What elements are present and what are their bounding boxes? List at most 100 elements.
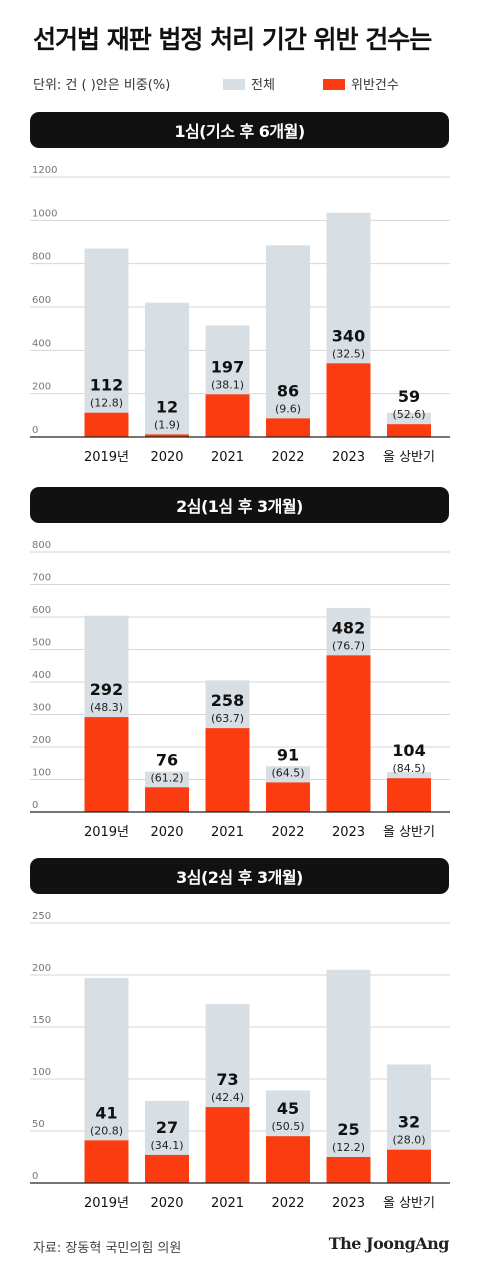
x-tick-label: 올 상반기 [383,450,435,465]
x-tick-label: 2022 [271,825,304,840]
x-tick-label: 2023 [332,825,365,840]
y-tick-label: 400 [32,338,51,349]
chart-second-trial-svg: 0 100 200 300 400 500 600 700 800 292 (48.3) 2019년 7… [30,540,450,840]
legend-total-swatch [223,79,245,90]
violation-value-label: 76 [156,750,178,769]
chart-first-trial-svg: 0 200 400 600 800 1000 1200 112 (12.8) 2019년 12 (1.… [30,165,450,465]
violation-value-label: 25 [337,1120,359,1139]
percent-label: (12.2) [332,1141,365,1154]
violation-bar [266,782,310,812]
violation-value-label: 59 [398,387,420,406]
violation-value-label: 91 [277,745,299,764]
y-tick-label: 600 [32,295,51,306]
x-tick-label: 2021 [211,825,244,840]
y-tick-label: 1200 [32,165,57,176]
x-tick-label: 2020 [150,450,183,465]
percent-label: (42.4) [211,1091,244,1104]
page-title: 선거법 재판 법정 처리 기간 위반 건수는 [33,25,432,54]
violation-value-label: 197 [211,357,244,376]
x-tick-label: 올 상반기 [383,825,435,840]
chart-second-trial: 0 100 200 300 400 500 600 700 800 292 (48.3) 2019년 7… [0,535,480,845]
legend-violation-label: 위반건수 [351,78,399,93]
y-tick-label: 0 [32,800,38,811]
x-tick-label: 2022 [271,450,304,465]
x-tick-label: 2020 [150,1196,183,1211]
source-note: 자료: 장동혁 국민의힘 의원 [33,1241,182,1256]
x-tick-label: 2023 [332,450,365,465]
section-header-3: 3심(2심 후 3개월) [30,858,449,894]
violation-value-label: 482 [332,618,365,637]
percent-label: (76.7) [332,639,365,652]
y-tick-label: 400 [32,670,51,681]
total-bar [145,302,189,437]
violation-bar [84,717,129,812]
violation-bar [387,1149,431,1183]
y-tick-label: 250 [32,911,51,922]
legend-total-label: 전체 [251,78,275,93]
total-bar [266,245,310,437]
violation-bar [266,1136,310,1183]
violation-bar [326,655,371,812]
x-tick-label: 2022 [271,1196,304,1211]
y-tick-label: 800 [32,540,51,551]
x-tick-label: 2020 [150,825,183,840]
y-tick-label: 200 [32,735,51,746]
violation-value-label: 258 [211,691,244,710]
violation-value-label: 32 [398,1113,420,1132]
violation-value-label: 292 [90,680,123,699]
chart-third-trial: 0 50 100 150 200 250 41 (20.8) 2019년 27 (34.1) 2020… [0,906,480,1216]
violation-value-label: 73 [216,1070,238,1089]
section-header-2: 2심(1심 후 3개월) [30,487,449,523]
percent-label: (48.3) [90,701,123,714]
y-tick-label: 200 [32,382,51,393]
violation-bar [84,1140,129,1183]
section-header-1: 1심(기소 후 6개월) [30,112,449,148]
percent-label: (64.5) [271,766,304,779]
percent-label: (32.5) [332,347,365,360]
x-tick-label: 2021 [211,450,244,465]
legend: 단위: 건 ( )안은 비중(%) 전체 위반건수 [33,74,453,94]
y-tick-label: 200 [32,963,51,974]
violation-bar [326,363,371,437]
violation-bar [205,728,250,812]
percent-label: (50.5) [271,1120,304,1133]
legend-violation-swatch [323,79,345,90]
y-tick-label: 1000 [32,208,57,219]
percent-label: (38.1) [211,378,244,391]
y-tick-label: 600 [32,605,51,616]
y-tick-label: 0 [32,425,38,436]
percent-label: (1.9) [154,418,180,431]
chart-third-trial-svg: 0 50 100 150 200 250 41 (20.8) 2019년 27 (34.1) 2020… [30,911,450,1211]
violation-bar [205,1107,250,1183]
violation-value-label: 41 [95,1103,117,1122]
y-tick-label: 100 [32,1067,51,1078]
y-tick-label: 500 [32,638,51,649]
percent-label: (12.8) [90,397,123,410]
percent-label: (34.1) [150,1139,183,1152]
violation-value-label: 12 [156,397,178,416]
chart-first-trial: 0 200 400 600 800 1000 1200 112 (12.8) 2019년 12 (1.… [0,160,480,470]
legend-total: 전체 [223,74,275,93]
percent-label: (61.2) [150,771,183,784]
total-bar [326,969,371,1183]
total-bar [84,248,129,437]
violation-bar [145,787,189,812]
percent-label: (84.5) [392,762,425,775]
percent-label: (63.7) [211,712,244,725]
violation-bar [84,412,129,437]
violation-value-label: 86 [277,381,299,400]
y-tick-label: 0 [32,1171,38,1182]
violation-value-label: 27 [156,1118,178,1137]
brand-logo: The JoongAng [328,1234,450,1253]
x-tick-label: 2023 [332,1196,365,1211]
x-tick-label: 2019년 [84,825,129,840]
unit-note: 단위: 건 ( )안은 비중(%) [33,78,171,93]
percent-label: (52.6) [392,408,425,421]
violation-value-label: 112 [90,376,123,395]
violation-value-label: 104 [392,741,425,760]
y-tick-label: 100 [32,768,51,779]
y-tick-label: 700 [32,573,51,584]
violation-bar [145,434,189,437]
x-tick-label: 2021 [211,1196,244,1211]
y-tick-label: 50 [32,1119,45,1130]
